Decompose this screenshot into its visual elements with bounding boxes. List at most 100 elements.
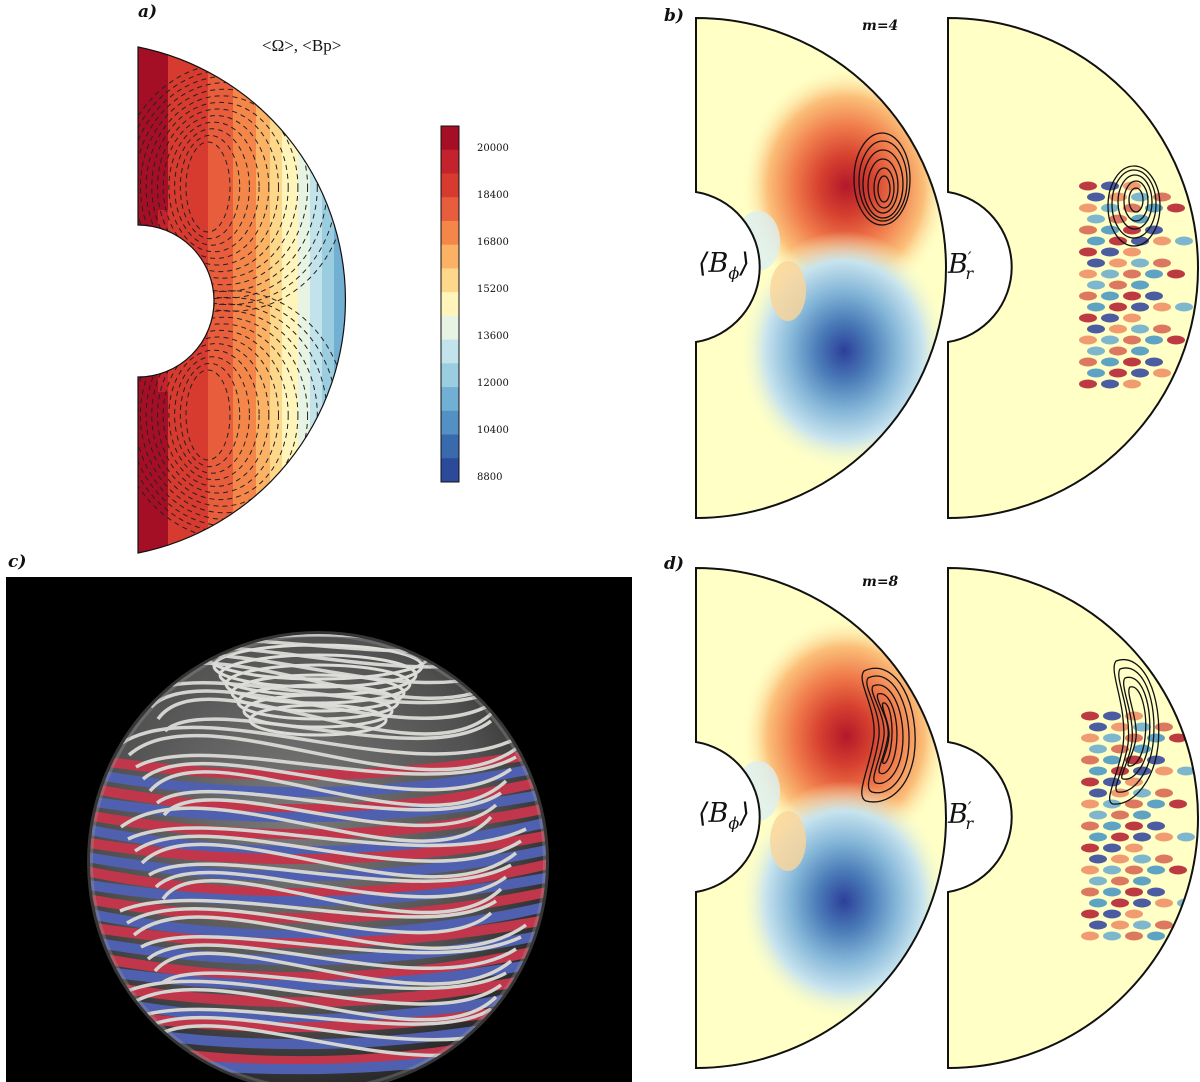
br-perturbation <box>1103 755 1121 765</box>
field-line-tube <box>161 879 503 915</box>
field-line-tube <box>154 870 508 899</box>
toroidal-flux-tube <box>90 786 546 823</box>
br-perturbation <box>1101 247 1119 257</box>
br-perturbation <box>1111 854 1129 864</box>
br-perturbation <box>1169 733 1187 743</box>
br-perturbation <box>1131 192 1149 202</box>
br-perturbation <box>1087 302 1105 312</box>
br-perturbation <box>1155 788 1173 798</box>
colorbar-frame <box>440 125 460 483</box>
colorbar <box>440 125 460 483</box>
colorbar-segment <box>441 363 459 388</box>
br-perturbation <box>1089 854 1107 864</box>
br-perturbation <box>1079 313 1097 323</box>
colorbar-segment <box>441 434 459 459</box>
colorbar-segment <box>441 268 459 293</box>
br-perturbation <box>1123 269 1141 279</box>
field-line <box>138 290 346 540</box>
br-perturbation <box>1103 909 1121 919</box>
colorbar-tick: 18400 <box>477 190 509 201</box>
br-perturbation <box>1111 788 1129 798</box>
br-perturbation <box>1109 302 1127 312</box>
colorbar-segment <box>441 458 459 483</box>
br-perturbation <box>1155 898 1173 908</box>
br-perturbation <box>1145 291 1163 301</box>
field-line-tube <box>127 733 523 772</box>
br-perturbation <box>1177 766 1195 776</box>
br-perturbation <box>1079 379 1097 389</box>
omega-band <box>282 47 299 553</box>
br-perturbation <box>1101 269 1119 279</box>
br-perturbation <box>1079 357 1097 367</box>
omega-band <box>322 47 335 553</box>
br-perturbation <box>1079 269 1097 279</box>
br-perturbation <box>1103 821 1121 831</box>
br-perturbation <box>1169 865 1187 875</box>
br-perturbation <box>1145 203 1163 213</box>
br-perturbation <box>1103 733 1121 743</box>
br-perturbation <box>1101 203 1119 213</box>
br-perturbation <box>1123 313 1141 323</box>
br-perturbation <box>1125 909 1143 919</box>
br-perturbation <box>1089 788 1107 798</box>
field-line <box>174 356 250 474</box>
br-perturbation <box>1087 368 1105 378</box>
omega-band <box>310 47 323 553</box>
toroidal-flux-tube <box>90 800 546 840</box>
panel-c-render <box>6 577 632 1082</box>
br-perturbation <box>1175 368 1193 378</box>
field-line-tube <box>162 798 498 828</box>
field-line <box>157 108 279 266</box>
br-perturbation <box>1133 920 1151 930</box>
panel-d-label: d) <box>664 554 684 574</box>
br-perturbation <box>1147 799 1165 809</box>
br-perturbation <box>1177 898 1195 908</box>
br-perturbation <box>1125 777 1143 787</box>
br-perturbation <box>1081 755 1099 765</box>
br-perturbation <box>1131 324 1149 334</box>
br-perturbation <box>1111 832 1129 842</box>
br-perturbation <box>1153 258 1171 268</box>
br-perturbation <box>1081 799 1099 809</box>
panel-d-br-label: B′r <box>948 798 974 834</box>
field-line-tube <box>141 762 513 792</box>
field-line-tube <box>135 753 517 776</box>
field-line-tube <box>148 770 508 808</box>
toroidal-flux-tube <box>90 968 546 1008</box>
br-perturbation <box>1153 236 1171 246</box>
panel-a-title: <Ω>, <Bp> <box>262 36 342 55</box>
colorbar-tick: 15200 <box>477 284 509 295</box>
field-line <box>185 141 231 233</box>
br-perturbation <box>1101 313 1119 323</box>
br-perturbation <box>1079 225 1097 235</box>
colorbar-segment <box>441 220 459 246</box>
br-perturbation <box>1111 920 1129 930</box>
br-perturbation <box>1153 324 1171 334</box>
field-line <box>174 128 250 246</box>
field-line <box>157 336 279 494</box>
colorbar-segment <box>441 126 459 151</box>
field-line <box>151 329 289 501</box>
field-line <box>168 121 260 253</box>
field-line-tube <box>148 862 512 883</box>
br-perturbation <box>1089 832 1107 842</box>
colorbar-segment <box>441 173 459 198</box>
br-perturbation <box>1111 810 1129 820</box>
br-perturbation <box>1089 722 1107 732</box>
br-perturbation <box>1109 236 1127 246</box>
field-line <box>179 362 241 468</box>
br-perturbation <box>1155 832 1173 842</box>
toroidal-flux-tube <box>90 828 546 865</box>
toroidal-flux-tube <box>90 870 546 907</box>
br-perturbation <box>1111 722 1129 732</box>
br-perturbation <box>1081 733 1099 743</box>
br-perturbation <box>1081 887 1099 897</box>
br-perturbation <box>1145 357 1163 367</box>
panel-a-plot <box>137 46 346 554</box>
colorbar-tick: 20000 <box>477 143 509 154</box>
field-line-tube <box>132 915 528 950</box>
colorbar-segment <box>441 244 459 269</box>
field-line-tube <box>155 789 502 812</box>
panel-c-label: c) <box>8 552 27 572</box>
panel-d-bphi-label: ⟨Bϕ⟩ <box>698 798 750 833</box>
